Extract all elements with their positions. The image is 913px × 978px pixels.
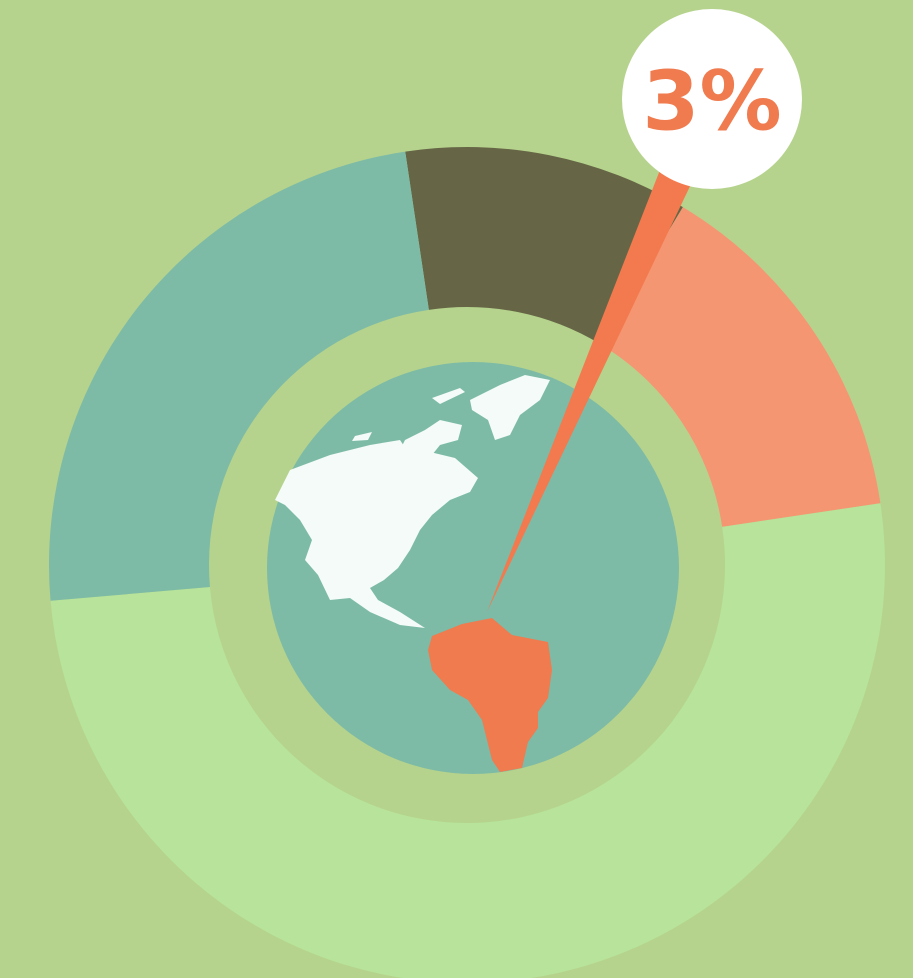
callout-pointer [487, 170, 692, 612]
greenland [470, 375, 550, 440]
callout-bubble [622, 9, 802, 189]
north-america [275, 440, 478, 628]
donut-slice [50, 503, 885, 978]
donut-slice [600, 207, 881, 527]
island [432, 388, 465, 404]
south-america [428, 618, 552, 772]
globe [267, 362, 679, 774]
annotation: 3% [642, 55, 781, 150]
donut-slice [49, 151, 429, 601]
island [352, 432, 372, 441]
arctic-islands [395, 420, 462, 475]
